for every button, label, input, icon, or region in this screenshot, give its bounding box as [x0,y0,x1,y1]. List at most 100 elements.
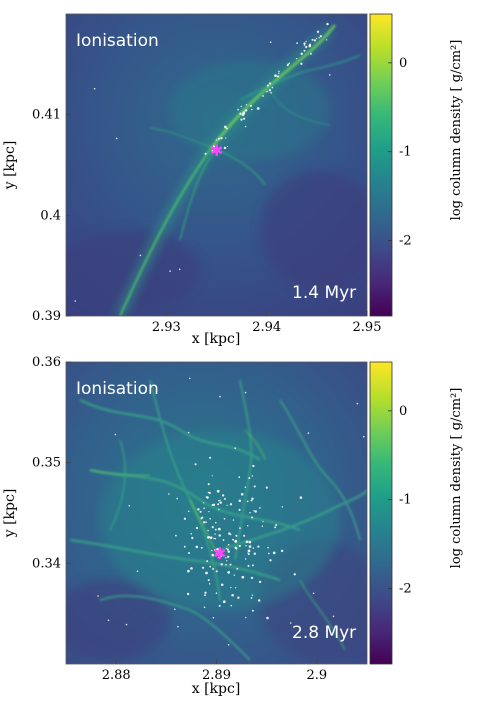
colorbar-tick-label: -2 [399,582,412,597]
colorbar-tick-label: 0 [399,56,407,71]
star-particle [231,594,234,597]
star-particle [168,493,170,495]
star-particle [223,517,226,520]
star-particle [266,616,269,620]
star-particle [208,583,211,585]
star-particle [93,87,96,90]
star-particle [206,560,209,563]
star-particles-1 [74,22,331,302]
star-particle [251,497,254,500]
star-particle [195,526,199,530]
star-particle [204,594,206,597]
star-particle [217,137,220,140]
star-particle [257,599,261,602]
star-particle [268,89,272,92]
star-particle [216,548,219,551]
star-particle [253,510,255,512]
star-particle [209,517,211,520]
star-particle [313,39,317,42]
star-particle [247,552,249,554]
star-particle [303,49,306,52]
star-particle [203,521,206,524]
star-particle [252,547,255,549]
source-marker-1: ✱ [210,141,223,160]
star-particle [363,435,365,438]
star-particle [219,395,221,398]
panel-1: ✱ Ionisation 1.4 Myr 2.93 2.94 2.95 0.390.… [2,13,464,347]
star-particle [211,553,215,557]
star-particle [249,104,252,107]
star-particle [237,108,239,111]
star-particle [227,543,230,546]
star-particle [254,510,257,513]
star-particle [312,592,315,595]
star-particle [190,533,192,535]
star-particle [226,504,228,507]
star-particle [217,503,220,506]
star-particle [237,596,240,599]
star-particle [239,527,241,529]
star-particle [318,37,320,39]
star-particle [288,62,291,65]
star-particle [194,463,197,466]
star-particle [250,499,253,502]
star-particle [218,604,221,607]
star-particle [245,540,249,544]
star-particle [211,549,213,552]
colorbar-2 [369,361,393,665]
star-particle [315,37,318,40]
star-particle [303,44,306,46]
star-particle [221,494,225,497]
star-particle [115,137,118,140]
star-particle [311,38,314,41]
star-particle [240,105,243,108]
y-tick-label: 0.34 [32,556,61,571]
star-particle [276,75,280,78]
star-particle [222,600,226,604]
star-particle [216,552,219,555]
star-particle [269,559,272,562]
star-particle [215,521,217,524]
star-particle [307,432,310,434]
x-tick-label: 2.94 [252,320,281,335]
star-particle [232,538,235,541]
star-particle [248,553,250,555]
star-particle [207,579,210,582]
y-tick-label: 0.36 [32,355,61,370]
star-particle [262,95,264,97]
star-particle [174,608,176,611]
star-particle [238,508,241,511]
star-particle [244,109,247,112]
star-particle [219,551,222,554]
star-particle [226,560,228,562]
star-particle [246,500,249,503]
x-tick-label: 2.88 [102,668,131,683]
star-particle [211,150,214,152]
star-particle [305,40,307,43]
star-particle [295,57,298,60]
star-particle [275,524,278,526]
star-particle [191,536,194,540]
heatmap-2: ✱ [66,362,367,664]
star-particle [269,41,272,43]
star-particle [274,526,277,529]
plot-frame-1 [65,13,368,317]
star-particle [203,507,205,510]
y-tick-label: 0.41 [32,108,61,123]
colorbar-ticks-1: 0 -1 -2 [388,56,412,249]
star-particle [209,456,212,459]
colorbar-label-1: log column density [ g/cm²] [449,40,464,221]
star-particle [240,118,243,121]
star-particle [187,510,190,513]
star-particle [293,573,296,576]
star-particle [238,476,241,478]
star-particle [176,497,178,500]
star-particle [244,391,247,394]
star-particle [305,45,308,49]
star-particle [228,532,231,535]
star-particle [265,486,268,489]
panel-label-1: Ionisation [76,31,159,51]
panel-label-2: Ionisation [76,379,159,399]
colorbar-tick-label: 0 [399,404,407,419]
